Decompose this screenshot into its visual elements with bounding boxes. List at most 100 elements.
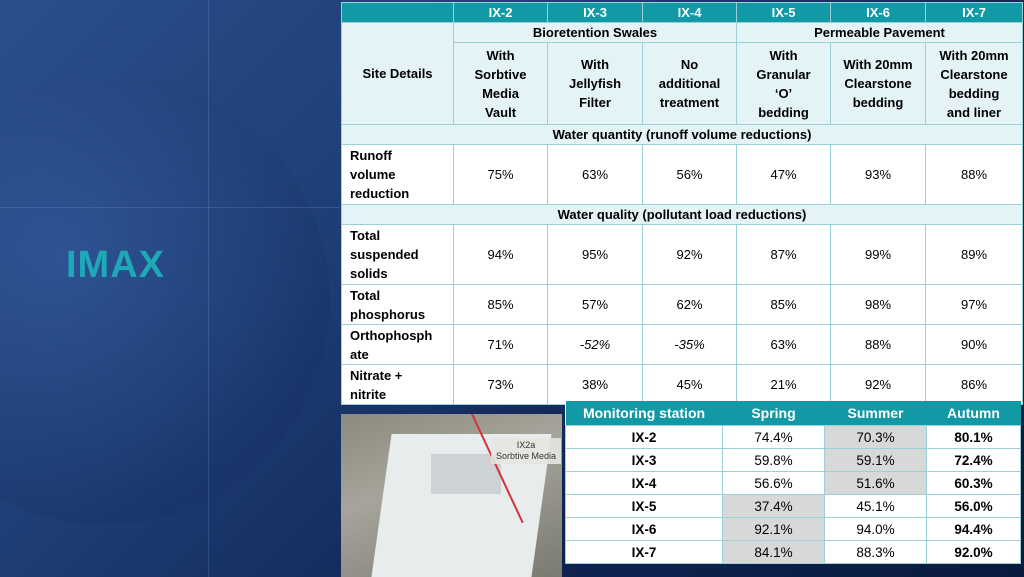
quantity-section-title: Water quantity (runoff volume reductions… bbox=[341, 124, 1023, 145]
table-row: Orthophosph ate 71% -52% -35% 63% 88% 90% bbox=[341, 324, 1023, 365]
corner-cell bbox=[341, 2, 454, 23]
autumn-cell: 92.0% bbox=[926, 540, 1021, 564]
table-row: IX-6 92.1% 94.0% 94.4% bbox=[565, 517, 1021, 541]
spring-cell: 59.8% bbox=[722, 448, 825, 472]
table-row: Nitrate + nitrite 73% 38% 45% 21% 92% 86% bbox=[341, 364, 1023, 405]
value-cell: -35% bbox=[642, 324, 737, 365]
table-row: Total phosphorus 85% 57% 62% 85% 98% 97% bbox=[341, 284, 1023, 325]
row-label: Total suspended solids bbox=[341, 224, 454, 285]
value-cell: 94% bbox=[453, 224, 548, 285]
summer-cell: 59.1% bbox=[824, 448, 927, 472]
value-cell: 87% bbox=[736, 224, 831, 285]
table-row: IX-3 59.8% 59.1% 72.4% bbox=[565, 448, 1021, 472]
spring-cell: 92.1% bbox=[722, 517, 825, 541]
value-cell: 90% bbox=[925, 324, 1023, 365]
summer-cell: 51.6% bbox=[824, 471, 927, 495]
table-row: IX-5 37.4% 45.1% 56.0% bbox=[565, 494, 1021, 518]
decorative-vertical-line bbox=[208, 0, 209, 577]
header-autumn: Autumn bbox=[926, 401, 1021, 426]
autumn-cell: 56.0% bbox=[926, 494, 1021, 518]
value-cell: 95% bbox=[547, 224, 643, 285]
spring-cell: 74.4% bbox=[722, 425, 825, 449]
spring-cell: 56.6% bbox=[722, 471, 825, 495]
value-cell: 92% bbox=[642, 224, 737, 285]
table-row: IX-2 74.4% 70.3% 80.1% bbox=[565, 425, 1021, 449]
summer-cell: 45.1% bbox=[824, 494, 927, 518]
value-cell: 62% bbox=[642, 284, 737, 325]
aerial-photo: IX2a Sorbtive Media bbox=[341, 414, 562, 577]
table-row: Total suspended solids 94% 95% 92% 87% 99%… bbox=[341, 224, 1023, 285]
value-cell: 85% bbox=[736, 284, 831, 325]
station-cell: IX-4 bbox=[565, 471, 723, 495]
value-cell: 73% bbox=[453, 364, 548, 405]
site-ix5-header: IX-5 bbox=[736, 2, 831, 23]
header-spring: Spring bbox=[722, 401, 825, 426]
table-row: IX-7 84.1% 88.3% 92.0% bbox=[565, 540, 1021, 564]
autumn-cell: 80.1% bbox=[926, 425, 1021, 449]
value-cell: 47% bbox=[736, 144, 831, 205]
autumn-cell: 60.3% bbox=[926, 471, 1021, 495]
table-row: IX-4 56.6% 51.6% 60.3% bbox=[565, 471, 1021, 495]
site-ix7-header: IX-7 bbox=[925, 2, 1023, 23]
value-cell: 99% bbox=[830, 224, 926, 285]
site-map-label: IX2a Sorbtive Media bbox=[491, 438, 561, 464]
decorative-horizontal-line bbox=[0, 207, 340, 208]
seasonal-table: Monitoring station Spring Summer Autumn … bbox=[565, 401, 1021, 564]
value-cell: 45% bbox=[642, 364, 737, 405]
header-summer: Summer bbox=[824, 401, 927, 426]
site-ix2-header: IX-2 bbox=[453, 2, 548, 23]
header-monitoring-station: Monitoring station bbox=[565, 401, 723, 426]
value-cell: 38% bbox=[547, 364, 643, 405]
treatment-ix5: With Granular ‘O’ bedding bbox=[736, 42, 831, 125]
value-cell: 71% bbox=[453, 324, 548, 365]
group-row: Site Details Bioretention Swales Permeab… bbox=[341, 22, 1023, 125]
treatment-ix2: With Sorbtive Media Vault bbox=[453, 42, 548, 125]
row-label: Orthophosph ate bbox=[341, 324, 454, 365]
table-row: Runoff volume reduction 75% 63% 56% 47% 93… bbox=[341, 144, 1023, 205]
decorative-circle bbox=[0, 75, 330, 525]
value-cell: 89% bbox=[925, 224, 1023, 285]
group-bioretention: Bioretention Swales bbox=[453, 22, 737, 43]
value-cell: 57% bbox=[547, 284, 643, 325]
summer-cell: 94.0% bbox=[824, 517, 927, 541]
value-cell: 21% bbox=[736, 364, 831, 405]
treatment-row: With Sorbtive Media Vault With Jellyfish Filt… bbox=[342, 42, 1023, 125]
value-cell: 75% bbox=[453, 144, 548, 205]
value-cell: 86% bbox=[925, 364, 1023, 405]
value-cell: -52% bbox=[547, 324, 643, 365]
treatment-ix6: With 20mm Clearstone bedding bbox=[830, 42, 926, 125]
treatment-ix7: With 20mm Clearstone bedding and liner bbox=[925, 42, 1023, 125]
site-ix4-header: IX-4 bbox=[642, 2, 737, 23]
value-cell: 63% bbox=[547, 144, 643, 205]
value-cell: 63% bbox=[736, 324, 831, 365]
quality-section-row: Water quality (pollutant load reductions… bbox=[341, 204, 1023, 225]
autumn-cell: 94.4% bbox=[926, 517, 1021, 541]
autumn-cell: 72.4% bbox=[926, 448, 1021, 472]
station-cell: IX-6 bbox=[565, 517, 723, 541]
group-permeable: Permeable Pavement bbox=[736, 22, 1023, 43]
value-cell: 92% bbox=[830, 364, 926, 405]
spring-cell: 84.1% bbox=[722, 540, 825, 564]
value-cell: 88% bbox=[830, 324, 926, 365]
summer-cell: 70.3% bbox=[824, 425, 927, 449]
value-cell: 85% bbox=[453, 284, 548, 325]
slide-title: IMAX bbox=[66, 244, 165, 286]
site-header-row: IX-2 IX-3 IX-4 IX-5 IX-6 IX-7 bbox=[341, 2, 1023, 23]
seasonal-header-row: Monitoring station Spring Summer Autumn bbox=[565, 401, 1021, 426]
treatment-ix4: No additional treatment bbox=[642, 42, 737, 125]
site-ix6-header: IX-6 bbox=[830, 2, 926, 23]
site-details-header: Site Details bbox=[341, 22, 454, 125]
row-label: Total phosphorus bbox=[341, 284, 454, 325]
value-cell: 93% bbox=[830, 144, 926, 205]
value-cell: 56% bbox=[642, 144, 737, 205]
summer-cell: 88.3% bbox=[824, 540, 927, 564]
value-cell: 97% bbox=[925, 284, 1023, 325]
station-cell: IX-7 bbox=[565, 540, 723, 564]
station-cell: IX-5 bbox=[565, 494, 723, 518]
station-cell: IX-2 bbox=[565, 425, 723, 449]
site-ix3-header: IX-3 bbox=[547, 2, 643, 23]
station-cell: IX-3 bbox=[565, 448, 723, 472]
value-cell: 88% bbox=[925, 144, 1023, 205]
results-table: IX-2 IX-3 IX-4 IX-5 IX-6 IX-7 Site Detai… bbox=[341, 2, 1023, 405]
